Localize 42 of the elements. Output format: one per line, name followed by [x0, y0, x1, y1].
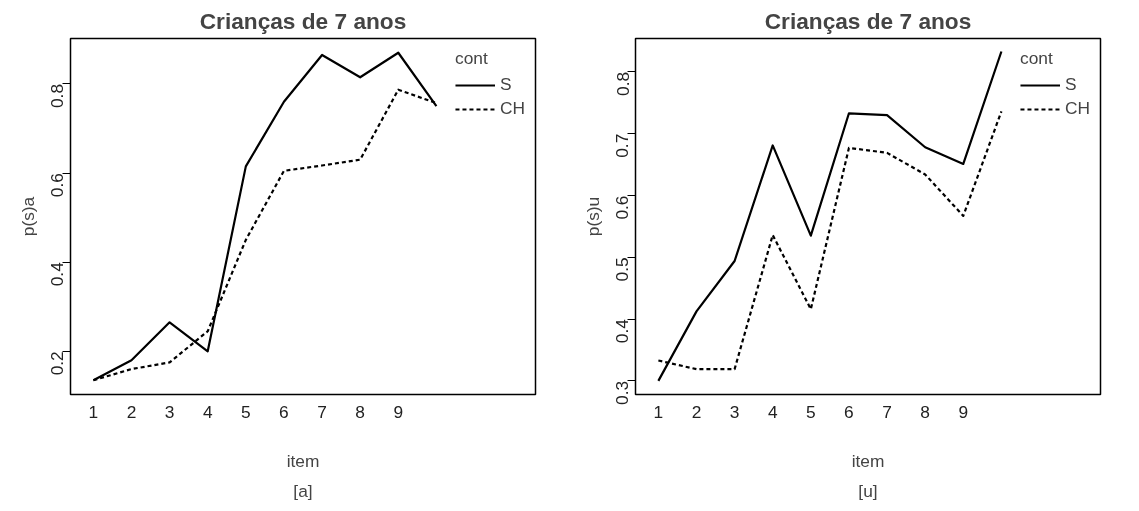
- x-tick-label: 2: [126, 401, 137, 422]
- x-axis-title: item: [286, 450, 320, 471]
- x-tick-label: 7: [317, 401, 327, 422]
- y-tick-label: 0.7: [612, 133, 633, 158]
- x-axis-title: item: [851, 450, 885, 471]
- text: [a]: [293, 480, 313, 501]
- legend-label: S: [1064, 74, 1078, 95]
- x-tick-label: 8: [355, 401, 365, 422]
- y-axis-title: p(s)u: [582, 196, 603, 237]
- y-axis-title: p(s)a: [17, 196, 38, 237]
- x-tick-label: 9: [958, 401, 969, 422]
- legend-label: CH: [499, 98, 525, 119]
- x-tick-label: 5: [806, 401, 816, 422]
- text: [u]: [858, 480, 878, 501]
- x-tick-label: 4: [767, 401, 778, 422]
- y-tick-label: 0.6: [47, 173, 68, 198]
- x-tick-label: 3: [164, 401, 175, 422]
- legend-label: CH: [1064, 98, 1090, 119]
- legend-title: cont: [1019, 48, 1054, 69]
- legend-label: S: [499, 74, 513, 95]
- x-tick-label: 6: [279, 401, 289, 422]
- x-tick-label: 2: [691, 401, 702, 422]
- y-tick-label: 0.2: [47, 351, 68, 376]
- x-tick-label: 8: [920, 401, 930, 422]
- x-tick-label: 6: [844, 401, 854, 422]
- y-tick-label: 0.3: [612, 380, 633, 405]
- legend-title: cont: [454, 48, 489, 69]
- x-tick-label: 5: [241, 401, 251, 422]
- y-tick-label: 0.8: [47, 83, 68, 109]
- x-tick-label: 1: [653, 401, 664, 422]
- x-tick-label: 1: [88, 401, 99, 422]
- x-tick-label: 3: [729, 401, 740, 422]
- y-tick-label: 0.4: [47, 261, 68, 287]
- x-tick-label: 4: [202, 401, 213, 422]
- y-tick-label: 0.8: [612, 71, 633, 96]
- y-tick-label: 0.6: [612, 195, 633, 220]
- chart-title: Crianças de 7 anos: [199, 7, 407, 34]
- y-tick-label: 0.4: [612, 318, 633, 344]
- chart-title: Crianças de 7 anos: [764, 7, 972, 34]
- x-tick-label: 9: [393, 401, 404, 422]
- x-tick-label: 7: [882, 401, 892, 422]
- y-tick-label: 0.5: [612, 257, 633, 282]
